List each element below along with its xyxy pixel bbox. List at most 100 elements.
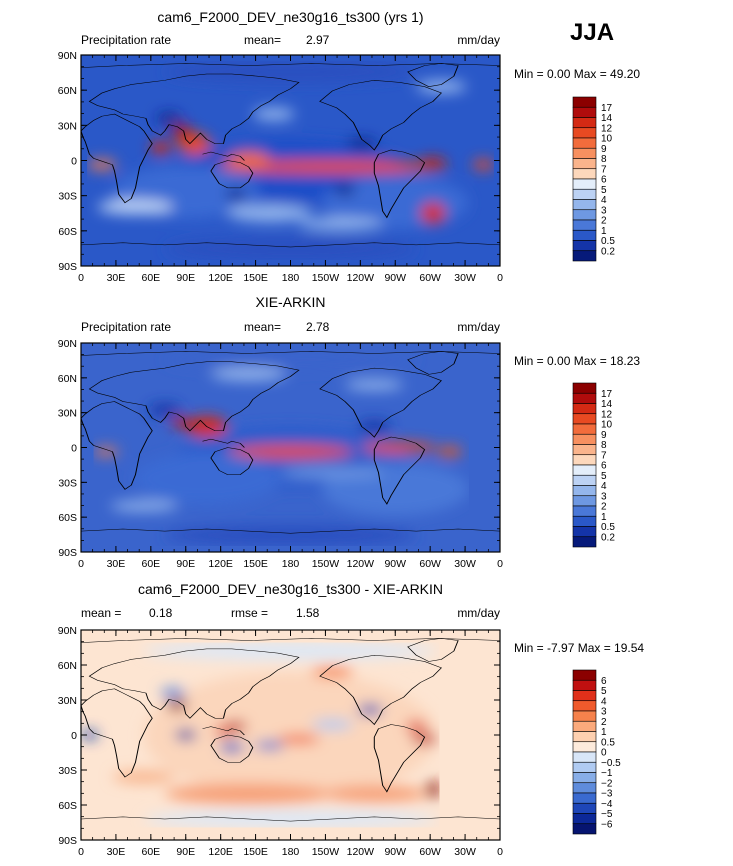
colorbar-swatch [572,250,597,262]
precip-blob [420,157,446,168]
colorbar-swatch [572,240,597,252]
y-tick-label: 0 [71,443,77,455]
precip-blob [148,403,182,417]
season-label: JJA [570,19,614,46]
x-tick-label: 150W [312,846,340,858]
precip-blob [210,368,287,381]
y-tick-label: 0 [71,156,77,168]
colorbar-swatch [572,117,597,129]
colorbar-label: 10 [601,420,613,431]
colorbar-swatch [572,792,597,804]
colorbar-label: 6 [601,676,607,687]
colorbar-swatch [572,710,597,722]
colorbar-label: 17 [601,389,613,400]
x-tick-label: 120W [347,846,375,858]
colorbar-label: 9 [601,144,607,155]
colorbar-label: −2 [601,778,613,789]
colorbar-label: 4 [601,696,607,707]
precip-blob [164,61,417,83]
y-tick-label: 60N [58,660,77,672]
precip-blob [227,204,312,222]
colorbar-swatch [572,485,597,497]
x-tick-label: 150E [243,846,268,858]
colorbar-label: 5 [601,185,607,196]
colorbar-swatch [572,761,597,773]
colorbar-swatch [572,515,597,527]
x-tick-label: 0 [78,846,84,858]
colorbar-swatch [572,137,597,149]
mean-value: 2.78 [306,320,330,334]
colorbar-label: 4 [601,481,607,492]
precip-blob [164,524,417,546]
map-panel-2: XIE-ARKIN Precipitation rate mean= 2.78 mm/d… [58,294,641,570]
colorbar-swatch [572,106,597,118]
precip-blob [227,152,270,169]
colorbar-swatch [572,669,597,681]
colorbar-swatch [572,474,597,486]
precip-blob [143,810,438,828]
units-label: mm/day [457,33,500,47]
x-tick-label: 30W [454,558,476,570]
colorbar-swatch [572,690,597,702]
min-max-text: Min = -7.97 Max = 19.54 [514,641,644,655]
colorbar-swatch [572,782,597,794]
x-tick-label: 90W [384,846,406,858]
y-tick-label: 90S [58,547,77,559]
x-tick-label: 120W [347,272,375,284]
precip-blob [175,729,197,741]
colorbar-swatch [572,464,597,476]
precip-blob [334,184,356,196]
colorbar-swatch [572,536,597,548]
y-tick-label: 90N [58,338,77,350]
x-tick-label: 30W [454,272,476,284]
colorbar-label: 0.5 [601,737,615,748]
units-label: mm/day [457,606,500,620]
colorbar-swatch [572,823,597,835]
map-panels: cam6_F2000_DEV_ne30g16_ts300 (yrs 1) Prec… [58,9,645,858]
colorbar-swatch [572,178,597,190]
x-tick-label: 60E [141,272,160,284]
y-tick-label: 90N [58,625,77,637]
y-tick-label: 90N [58,50,77,62]
x-tick-label: 0 [497,558,503,570]
colorbar-label: 0.2 [601,532,615,543]
map-field [81,55,500,266]
y-tick-label: 30N [58,120,77,132]
mean-label: mean = [81,606,121,620]
precip-blob [164,783,333,805]
precip-blob [166,700,188,711]
precip-blob [156,113,182,124]
precip-blob [311,666,354,678]
map-panel-3: cam6_F2000_DEV_ne30g16_ts300 - XIE-ARKIN… [58,581,645,858]
mean-value: 2.97 [306,33,330,47]
colorbar-swatch [572,382,597,394]
colorbar-swatch [572,720,597,732]
colorbar-swatch [572,219,597,231]
colorbar-label: 14 [601,399,613,410]
colorbar-label: 5 [601,686,607,697]
precip-blob [437,446,463,457]
colorbar-label: 6 [601,461,607,472]
colorbar-label: 3 [601,707,607,718]
x-tick-label: 60E [141,846,160,858]
min-max-text: Min = 0.00 Max = 49.20 [514,67,640,81]
colorbar-label: 0.5 [601,236,615,247]
mean-label: mean= [244,320,281,334]
colorbar-swatch [572,772,597,784]
precip-blob [171,417,193,428]
x-tick-label: 120W [347,558,375,570]
x-tick-label: 30E [107,558,126,570]
mean-label: mean= [244,33,281,47]
colorbar-swatch [572,751,597,763]
y-tick-label: 30S [58,477,77,489]
precip-blob [277,735,320,744]
x-tick-label: 180 [282,272,300,284]
mean-value: 0.18 [149,606,173,620]
rmse-value: 1.58 [296,606,320,620]
x-tick-label: 60W [419,272,441,284]
precip-blob [110,500,178,512]
colorbar-label: 7 [601,450,607,461]
x-tick-label: 120E [208,846,233,858]
colorbar-label: −6 [601,819,613,830]
colorbar-swatch [572,444,597,456]
